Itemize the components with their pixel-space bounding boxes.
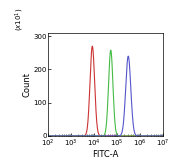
X-axis label: FITC-A: FITC-A xyxy=(93,150,119,159)
Y-axis label: Count: Count xyxy=(23,72,32,97)
Text: $(x10^1)$: $(x10^1)$ xyxy=(14,7,26,31)
